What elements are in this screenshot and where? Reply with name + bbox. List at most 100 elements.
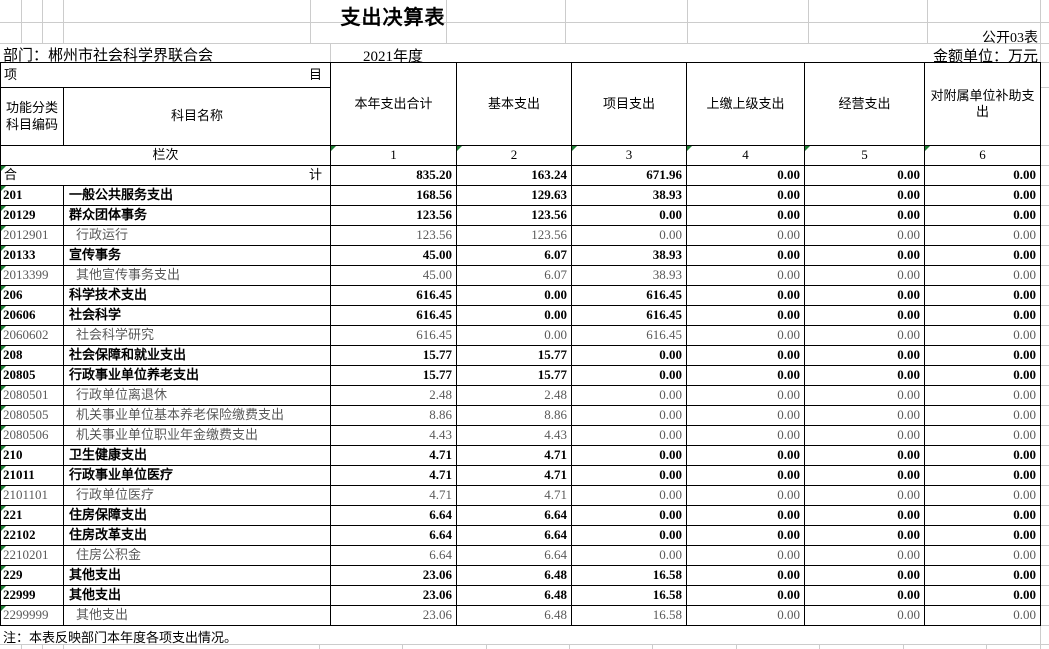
total-value-cell[interactable]: 163.24 (456, 165, 572, 186)
total-value-cell[interactable]: 835.20 (330, 165, 457, 186)
row-code-cell[interactable]: 21011 (0, 465, 64, 486)
value-cell[interactable]: 0.00 (924, 605, 1041, 626)
value-cell[interactable]: 0.00 (456, 325, 572, 346)
value-cell[interactable]: 0.00 (924, 485, 1041, 506)
value-cell[interactable]: 23.06 (330, 565, 457, 586)
value-cell[interactable]: 616.45 (571, 305, 687, 326)
row-code-cell[interactable]: 229 (0, 565, 64, 586)
value-cell[interactable]: 0.00 (924, 245, 1041, 266)
value-cell[interactable]: 0.00 (686, 325, 805, 346)
row-name-cell[interactable]: 行政单位离退休 (63, 385, 331, 406)
value-cell[interactable]: 0.00 (686, 305, 805, 326)
value-cell[interactable]: 38.93 (571, 265, 687, 286)
row-name-cell[interactable]: 住房公积金 (63, 545, 331, 566)
row-name-cell[interactable]: 行政单位医疗 (63, 485, 331, 506)
value-cell[interactable]: 0.00 (924, 585, 1041, 606)
value-cell[interactable]: 0.00 (571, 465, 687, 486)
value-cell[interactable]: 0.00 (804, 365, 925, 386)
row-name-cell[interactable]: 机关事业单位基本养老保险缴费支出 (63, 405, 331, 426)
value-cell[interactable]: 0.00 (686, 425, 805, 446)
value-cell[interactable]: 0.00 (686, 385, 805, 406)
value-cell[interactable]: 0.00 (686, 345, 805, 366)
column-number-cell[interactable]: 5 (804, 145, 925, 166)
row-code-cell[interactable]: 2299999 (0, 605, 64, 626)
value-cell[interactable]: 123.56 (330, 205, 457, 226)
value-cell[interactable]: 6.07 (456, 265, 572, 286)
value-cell[interactable]: 15.77 (456, 345, 572, 366)
value-cell[interactable]: 0.00 (804, 205, 925, 226)
value-cell[interactable]: 38.93 (571, 245, 687, 266)
value-cell[interactable]: 0.00 (571, 485, 687, 506)
value-cell[interactable]: 0.00 (804, 265, 925, 286)
value-cell[interactable]: 4.71 (330, 465, 457, 486)
value-cell[interactable]: 16.58 (571, 585, 687, 606)
value-cell[interactable]: 0.00 (924, 385, 1041, 406)
row-code-cell[interactable]: 221 (0, 505, 64, 526)
value-cell[interactable]: 0.00 (686, 185, 805, 206)
value-cell[interactable]: 0.00 (804, 425, 925, 446)
item-header-cell[interactable]: 项目 (0, 62, 331, 88)
value-cell[interactable]: 45.00 (330, 245, 457, 266)
value-cell[interactable]: 0.00 (924, 305, 1041, 326)
value-cell[interactable]: 0.00 (686, 405, 805, 426)
value-cell[interactable]: 6.48 (456, 605, 572, 626)
row-name-cell[interactable]: 社会科学 (63, 305, 331, 326)
value-cell[interactable]: 168.56 (330, 185, 457, 206)
row-code-cell[interactable]: 2060602 (0, 325, 64, 346)
value-cell[interactable]: 0.00 (804, 465, 925, 486)
value-cell[interactable]: 0.00 (804, 585, 925, 606)
value-cell[interactable]: 123.56 (330, 225, 457, 246)
row-code-cell[interactable]: 22102 (0, 525, 64, 546)
row-code-cell[interactable]: 20606 (0, 305, 64, 326)
value-cell[interactable]: 0.00 (924, 545, 1041, 566)
value-cell[interactable]: 0.00 (686, 265, 805, 286)
value-cell[interactable]: 15.77 (330, 345, 457, 366)
value-cell[interactable]: 0.00 (804, 285, 925, 306)
row-code-cell[interactable]: 20129 (0, 205, 64, 226)
value-cell[interactable]: 0.00 (924, 525, 1041, 546)
department-label[interactable]: 部门：郴州市社会科学界联合会 (3, 48, 214, 64)
row-name-cell[interactable]: 社会保障和就业支出 (63, 345, 331, 366)
table-note[interactable]: 注：本表反映部门本年度各项支出情况。 (3, 630, 238, 645)
value-cell[interactable]: 123.56 (456, 225, 572, 246)
value-cell[interactable]: 6.48 (456, 565, 572, 586)
value-cell[interactable]: 8.86 (456, 405, 572, 426)
row-code-cell[interactable]: 2210201 (0, 545, 64, 566)
code-header-cell[interactable]: 功能分类 科目编码 (0, 87, 64, 146)
value-cell[interactable]: 6.64 (456, 545, 572, 566)
row-name-cell[interactable]: 其他支出 (63, 605, 331, 626)
row-code-cell[interactable]: 2080505 (0, 405, 64, 426)
total-label-cell[interactable]: 合计 (0, 165, 331, 186)
value-cell[interactable]: 0.00 (924, 185, 1041, 206)
value-cell[interactable]: 0.00 (571, 385, 687, 406)
value-cell[interactable]: 23.06 (330, 585, 457, 606)
value-column-header[interactable]: 项目支出 (571, 62, 687, 146)
value-cell[interactable]: 616.45 (330, 325, 457, 346)
value-cell[interactable]: 0.00 (571, 445, 687, 466)
value-cell[interactable]: 0.00 (456, 305, 572, 326)
value-cell[interactable]: 0.00 (686, 285, 805, 306)
row-name-cell[interactable]: 宣传事务 (63, 245, 331, 266)
value-cell[interactable]: 0.00 (686, 445, 805, 466)
row-name-cell[interactable]: 住房改革支出 (63, 525, 331, 546)
value-cell[interactable]: 0.00 (686, 585, 805, 606)
value-cell[interactable]: 4.71 (456, 485, 572, 506)
row-name-cell[interactable]: 住房保障支出 (63, 505, 331, 526)
value-cell[interactable]: 0.00 (924, 285, 1041, 306)
value-cell[interactable]: 616.45 (571, 285, 687, 306)
value-column-header[interactable]: 上缴上级支出 (686, 62, 805, 146)
value-cell[interactable]: 4.43 (456, 425, 572, 446)
value-cell[interactable]: 0.00 (571, 225, 687, 246)
value-cell[interactable]: 0.00 (924, 405, 1041, 426)
value-cell[interactable]: 6.64 (330, 505, 457, 526)
value-cell[interactable]: 616.45 (571, 325, 687, 346)
value-cell[interactable]: 616.45 (330, 305, 457, 326)
value-cell[interactable]: 0.00 (571, 505, 687, 526)
total-value-cell[interactable]: 0.00 (924, 165, 1041, 186)
value-cell[interactable]: 0.00 (686, 365, 805, 386)
value-cell[interactable]: 0.00 (804, 405, 925, 426)
value-cell[interactable]: 0.00 (686, 485, 805, 506)
value-cell[interactable]: 0.00 (686, 465, 805, 486)
page-title[interactable]: 支出决算表 (340, 7, 446, 29)
value-column-header[interactable]: 对附属单位补助支出 (924, 62, 1041, 146)
